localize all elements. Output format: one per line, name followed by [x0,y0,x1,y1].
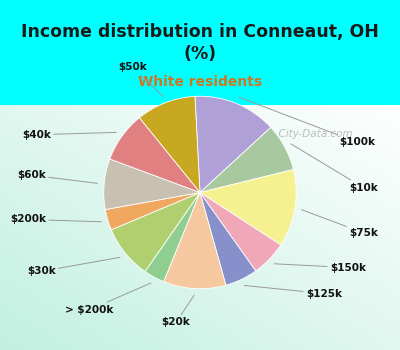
Wedge shape [200,169,296,245]
Text: $125k: $125k [244,286,342,299]
Text: $50k: $50k [118,62,163,96]
Text: $20k: $20k [162,295,194,328]
Wedge shape [104,159,200,210]
Wedge shape [200,193,256,285]
Wedge shape [105,193,200,230]
Wedge shape [200,193,281,271]
Wedge shape [145,193,200,282]
Text: $100k: $100k [239,97,376,147]
Wedge shape [110,118,200,192]
Text: $60k: $60k [17,170,98,183]
Wedge shape [140,96,200,193]
Text: City-Data.com: City-Data.com [272,130,353,139]
Wedge shape [164,193,226,289]
Wedge shape [111,193,200,272]
Text: $30k: $30k [27,257,120,276]
Text: White residents: White residents [138,75,262,89]
Text: > $200k: > $200k [65,283,151,315]
Text: $10k: $10k [291,144,378,193]
Text: Income distribution in Conneaut, OH
(%): Income distribution in Conneaut, OH (%) [21,23,379,63]
Text: $150k: $150k [274,262,366,273]
Text: $75k: $75k [302,210,378,238]
Text: $200k: $200k [10,215,101,224]
Wedge shape [195,96,271,193]
Wedge shape [200,127,294,192]
Text: $40k: $40k [22,130,116,140]
